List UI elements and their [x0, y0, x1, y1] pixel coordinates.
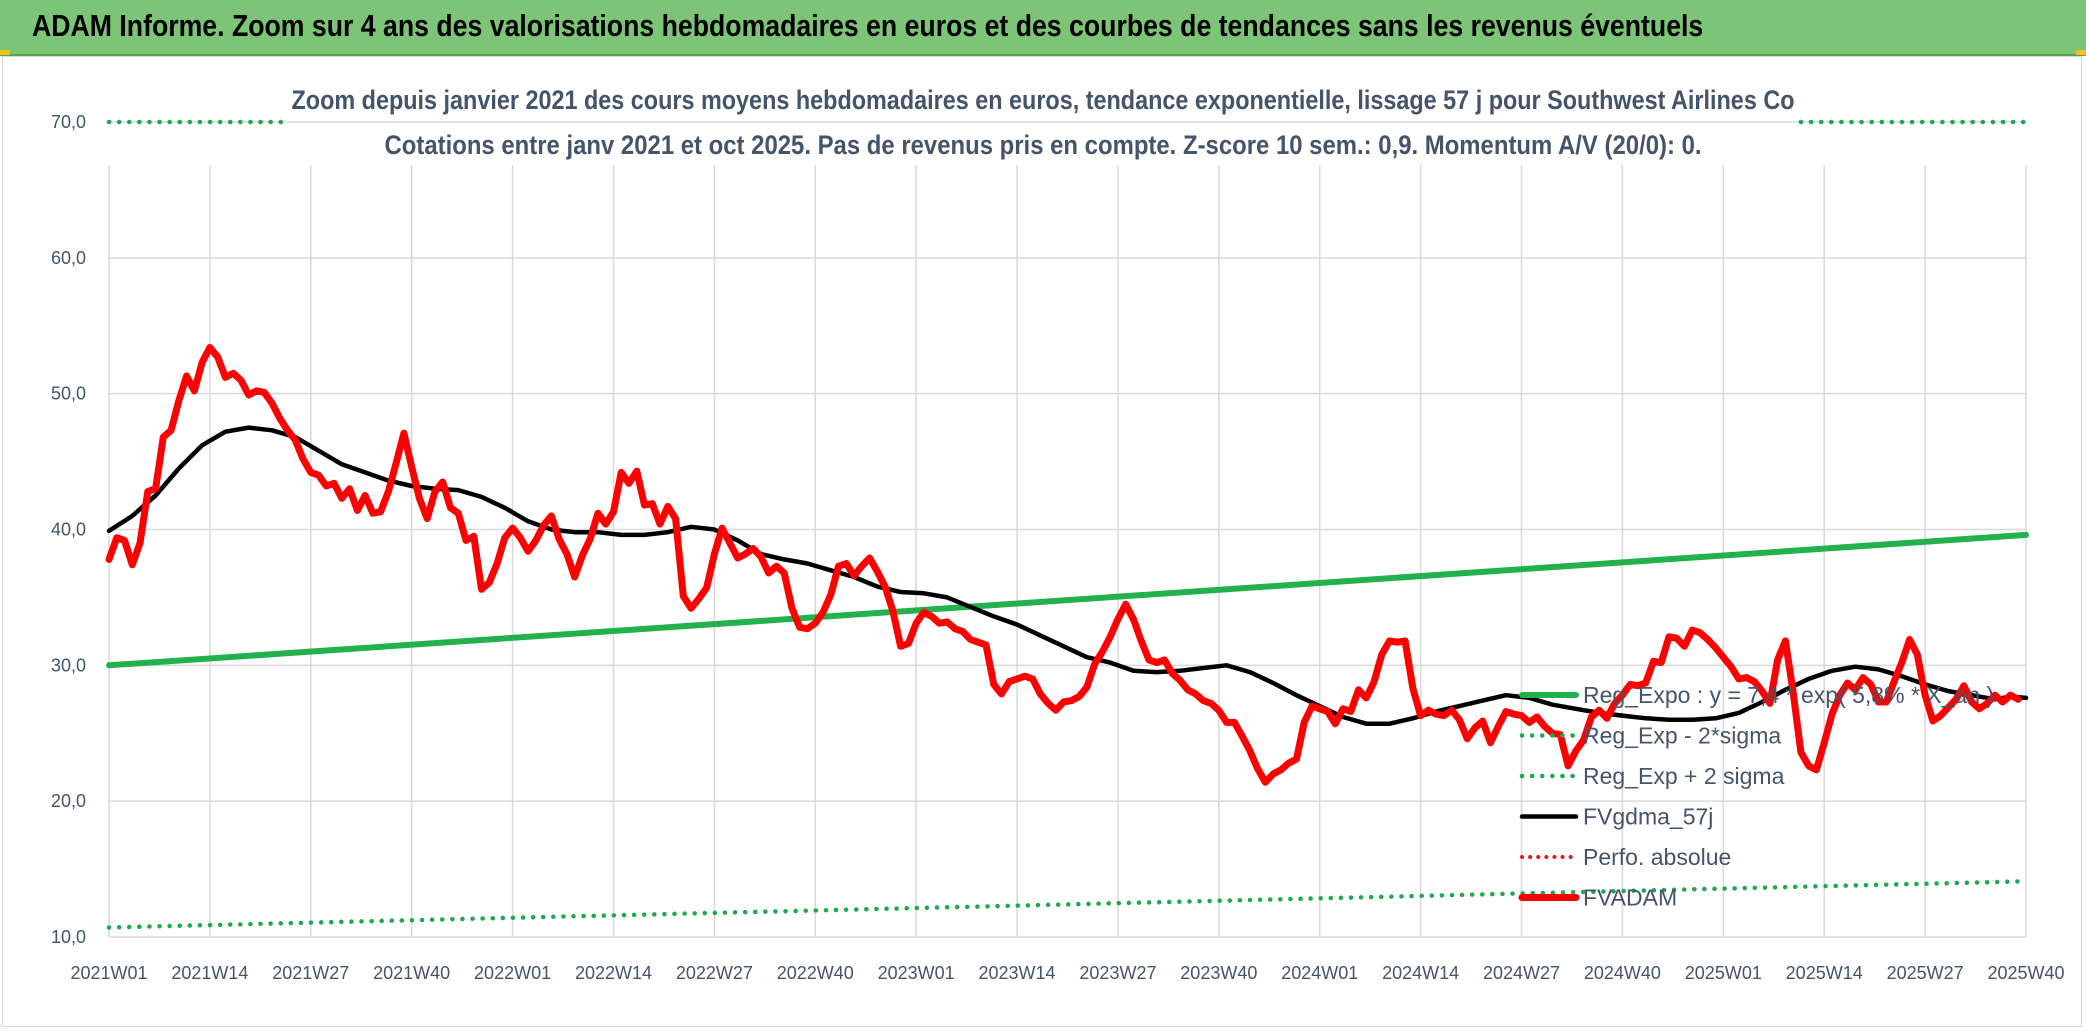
legend-item-reg-expo-y-7-4-exp-5-8-x-an[interactable]: Reg_Expo : y = 7,4 * exp( 5,8% * X_an ): [1519, 682, 1994, 708]
legend[interactable]: Reg_Expo : y = 7,4 * exp( 5,8% * X_an ) R…: [1518, 682, 1994, 911]
y-axis: 70,0 60,0 50,0 40,0 30,0 20,0 10,0: [51, 112, 86, 947]
x-tick-label: 2025W01: [1685, 963, 1762, 983]
grid: [108, 121, 2027, 938]
legend-item-reg-exp-2-sigma[interactable]: Reg_Exp - 2*sigma: [1519, 723, 1781, 749]
x-tick-label: 2021W14: [171, 963, 248, 983]
corner-accent-left: [0, 50, 10, 55]
chart-title: Zoom depuis janvier 2021 des cours moyen…: [292, 85, 1795, 115]
x-tick-label: 2021W01: [70, 963, 147, 983]
banner-title: ADAM Informe. Zoom sur 4 ans des valoris…: [32, 8, 1704, 43]
x-tick-label: 2022W01: [474, 963, 551, 983]
legend-label: FVgdma_57j: [1583, 804, 1713, 830]
legend-item-fvgdma-57j[interactable]: FVgdma_57j: [1519, 804, 1713, 830]
x-tick-label: 2023W27: [1079, 963, 1156, 983]
plot-area: [105, 119, 2029, 930]
series-line-fvadam: [105, 344, 2022, 786]
x-tick-label: 2022W27: [676, 963, 753, 983]
series-line-reg-expo-y-7-4-exp-5-8-x-an: [106, 531, 2029, 669]
y-tick-label: 40,0: [51, 520, 86, 540]
x-tick-label: 2025W27: [1887, 963, 1964, 983]
x-tick-label: 2025W40: [1987, 963, 2064, 983]
y-tick-label: 10,0: [51, 927, 86, 947]
y-tick-label: 50,0: [51, 384, 86, 404]
x-tick-label: 2023W01: [878, 963, 955, 983]
y-tick-label: 20,0: [51, 791, 86, 811]
banner: ADAM Informe. Zoom sur 4 ans des valoris…: [0, 0, 2086, 56]
x-axis: 2021W01 2021W14 2021W27 2021W40 2022W01 2022W…: [70, 963, 2064, 983]
legend-label: Reg_Expo : y = 7,4 * exp( 5,8% * X_an ): [1583, 682, 1994, 708]
x-tick-label: 2022W40: [777, 963, 854, 983]
y-tick-label: 60,0: [51, 248, 86, 268]
legend-label: Perfo. absolue: [1583, 844, 1731, 870]
x-tick-label: 2023W40: [1180, 963, 1257, 983]
x-tick-label: 2024W01: [1281, 963, 1358, 983]
x-tick-label: 2023W14: [979, 963, 1056, 983]
x-tick-label: 2021W27: [272, 963, 349, 983]
x-tick-label: 2025W14: [1786, 963, 1863, 983]
x-tick-label: 2022W14: [575, 963, 652, 983]
legend-label: Reg_Exp - 2*sigma: [1583, 723, 1781, 749]
x-tick-label: 2024W14: [1382, 963, 1459, 983]
x-tick-label: 2024W27: [1483, 963, 1560, 983]
legend-label: Reg_Exp + 2 sigma: [1583, 763, 1785, 789]
legend-item-reg-exp-2-sigma[interactable]: Reg_Exp + 2 sigma: [1519, 763, 1785, 789]
series-line-reg-exp-2-sigma: [106, 879, 2029, 930]
y-tick-label: 30,0: [51, 655, 86, 675]
series-line-fvgdma-57j: [106, 425, 2029, 726]
legend-item-fvadam[interactable]: FVADAM: [1518, 885, 1677, 911]
legend-item-perfo-absolue[interactable]: Perfo. absolue: [1520, 844, 1731, 870]
chart-subtitle: Cotations entre janv 2021 et oct 2025. P…: [385, 130, 1702, 160]
y-tick-label: 70,0: [51, 112, 86, 132]
x-tick-label: 2024W40: [1584, 963, 1661, 983]
chart-frame: [2, 56, 2082, 1027]
corner-accent-right: [2076, 50, 2086, 55]
x-tick-label: 2021W40: [373, 963, 450, 983]
legend-label: FVADAM: [1583, 885, 1677, 911]
